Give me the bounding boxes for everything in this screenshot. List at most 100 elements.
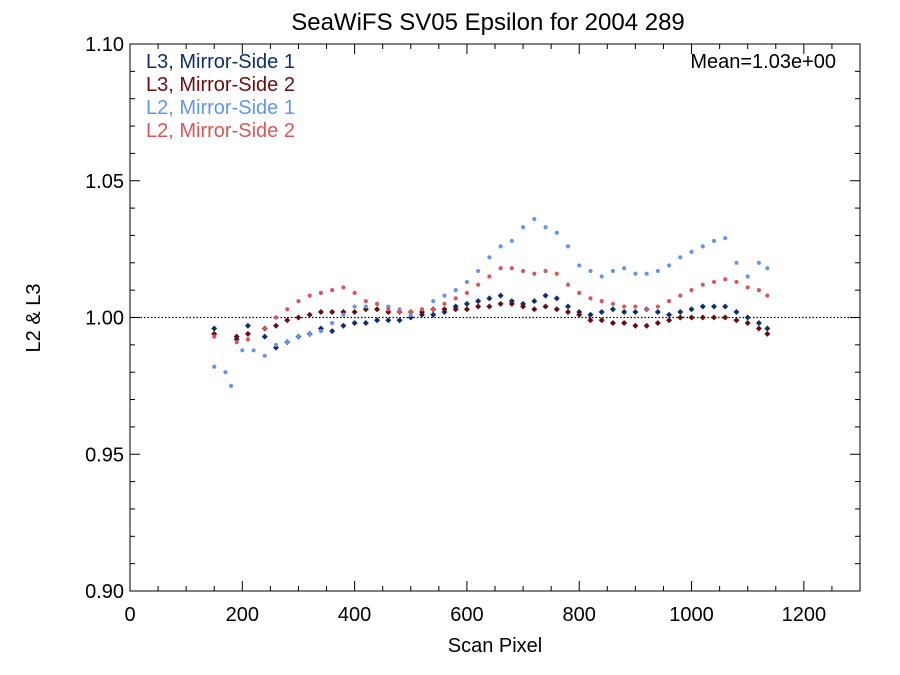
series-1-point — [463, 300, 470, 307]
series-1-point — [261, 333, 268, 340]
series-4-point — [453, 296, 458, 301]
series-4-point — [599, 298, 604, 304]
series-3-point — [543, 225, 548, 230]
x-tick-label: 1200 — [782, 604, 827, 626]
series-3-point — [464, 279, 470, 285]
series-2-point — [621, 319, 628, 326]
x-tick-label: 400 — [338, 604, 371, 626]
series-2-point — [452, 306, 459, 313]
series-1-point — [733, 309, 740, 316]
x-tick-label: 600 — [450, 604, 483, 626]
series-3-point — [296, 334, 301, 339]
series-1-point — [666, 311, 673, 318]
series-1-point — [430, 311, 437, 318]
series-3-point — [341, 312, 346, 317]
series-3-point — [622, 266, 627, 271]
series-2-point — [565, 309, 571, 316]
series-3-point — [745, 274, 750, 279]
series-2-point — [632, 322, 639, 329]
legend-entry-3: L2, Mirror-Side 1 — [146, 97, 295, 119]
series-4-point — [610, 301, 616, 306]
series-2-point — [508, 300, 515, 307]
series-1-point — [542, 292, 549, 299]
y-tick-label: 1.05 — [85, 171, 124, 193]
series-2-point — [295, 314, 302, 321]
series-3-point — [565, 244, 571, 249]
x-tick-label: 800 — [563, 604, 596, 626]
series-2-point — [329, 309, 336, 316]
y-tick-label: 1.00 — [85, 308, 124, 330]
series-4-point — [285, 307, 290, 312]
series-4-point — [655, 304, 660, 309]
series-3-point — [532, 216, 537, 222]
plot-area — [130, 216, 860, 388]
series-1-point — [565, 303, 571, 310]
series-4-point — [756, 288, 762, 293]
x-axis-label: Scan Pixel — [448, 635, 543, 657]
series-4-point — [341, 285, 346, 290]
series-2-point — [643, 322, 650, 329]
series-3-point — [599, 274, 604, 279]
series-4-point — [352, 290, 357, 295]
series-2-point — [677, 314, 684, 321]
series-4-point — [487, 274, 492, 279]
series-3-point — [588, 268, 593, 274]
series-3-point — [520, 225, 526, 230]
series-3-point — [734, 260, 739, 265]
series-4-point — [689, 288, 694, 293]
series-2-point — [722, 314, 729, 321]
series-2-point — [520, 303, 527, 310]
series-4-point — [374, 301, 380, 306]
series-3-point — [212, 364, 217, 369]
series-3-point — [577, 263, 582, 268]
series-1-point — [351, 319, 358, 326]
series-2-point — [576, 311, 583, 318]
series-1-point — [632, 309, 639, 316]
legend-entry-4: L2, Mirror-Side 2 — [146, 120, 295, 142]
series-3-point — [223, 370, 228, 375]
series-3-point — [442, 293, 447, 298]
series-3-point — [655, 268, 660, 274]
legend: L3, Mirror-Side 1L3, Mirror-Side 2L2, Mi… — [146, 51, 295, 142]
series-2-point — [654, 319, 661, 326]
series-1-point — [699, 303, 706, 310]
series-2-point — [531, 306, 538, 313]
series-1-point — [711, 303, 717, 310]
series-1-point — [244, 322, 251, 329]
series-4-point — [273, 315, 279, 320]
series-2-point — [553, 306, 560, 313]
series-3-point — [509, 238, 514, 244]
series-4-point — [711, 279, 717, 285]
mean-annotation: Mean=1.03e+00 — [690, 51, 836, 73]
series-2-point — [463, 306, 470, 313]
series-1-point — [744, 314, 751, 321]
x-tick-label: 0 — [124, 604, 135, 626]
series-4-point — [644, 307, 649, 312]
y-tick-label: 1.10 — [85, 34, 124, 56]
series-4-point — [419, 307, 425, 312]
series-3-point — [678, 255, 683, 260]
series-4-point — [464, 290, 470, 295]
series-1-point — [677, 309, 684, 316]
series-3-point — [487, 255, 492, 260]
series-3-point — [756, 260, 762, 265]
series-3-point — [644, 271, 649, 276]
series-4-point — [577, 290, 582, 295]
legend-entry-1: L3, Mirror-Side 1 — [146, 51, 295, 73]
series-4-point — [666, 298, 672, 304]
series-4-point — [498, 266, 503, 271]
x-tick-label: 1000 — [669, 604, 714, 626]
series-4-point — [734, 279, 739, 285]
series-4-point — [765, 293, 770, 298]
series-3-point — [431, 298, 436, 304]
series-3-point — [610, 268, 616, 274]
series-2-point — [587, 317, 594, 324]
series-4-point — [622, 304, 627, 309]
series-1-point — [688, 306, 695, 313]
series-2-point — [351, 309, 358, 316]
series-3-point — [723, 236, 728, 241]
series-4-point — [520, 268, 526, 274]
series-3-point — [666, 263, 672, 268]
